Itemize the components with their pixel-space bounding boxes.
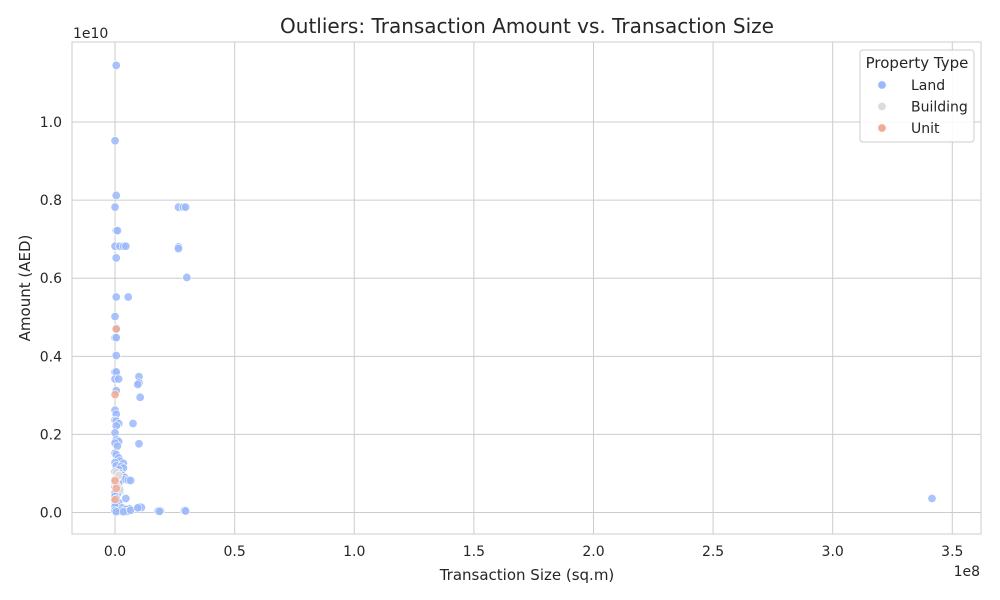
legend-label-building: Building (911, 100, 968, 116)
y-axis-ticks: 0.0 0.2 0.4 0.6 0.8 1.0 (40, 115, 62, 521)
legend-label-land: Land (911, 78, 945, 94)
legend-items: Land Building Unit (877, 78, 968, 137)
data-point-unit (110, 495, 120, 505)
x-axis-ticks: 0.0 0.5 1.0 1.5 2.0 2.5 3.0 3.5 (104, 544, 964, 560)
x-tick-label: 3.0 (822, 544, 844, 560)
plot-area (71, 41, 982, 535)
data-point-land (134, 439, 144, 449)
legend-title: Property Type (866, 54, 969, 72)
data-point-land (114, 374, 124, 384)
data-point-land (128, 418, 138, 428)
data-point-land (121, 493, 131, 503)
y-tick-label: 1.0 (40, 115, 62, 131)
y-tick-label: 0.6 (40, 271, 62, 287)
data-point-land (112, 226, 122, 236)
data-point-land (111, 292, 121, 302)
x-tick-label: 0.0 (104, 544, 126, 560)
x-tick-label: 2.0 (582, 544, 604, 560)
data-point-unit (110, 476, 120, 486)
data-point-land (181, 202, 191, 212)
legend: Property Type Land Building Unit (859, 49, 975, 143)
data-point-land (133, 379, 143, 389)
y-tick-label: 0.8 (40, 193, 62, 209)
legend-marker-land (877, 80, 887, 90)
chart-title: Outliers: Transaction Amount vs. Transac… (280, 14, 774, 38)
data-point-land (927, 493, 937, 503)
data-point-land (110, 136, 120, 146)
data-point-land (110, 202, 120, 212)
data-point-land (135, 392, 145, 402)
data-points (110, 60, 937, 517)
legend-marker-building (877, 102, 887, 112)
data-point-unit (110, 390, 120, 400)
y-tick-label: 0.4 (40, 349, 62, 365)
data-point-land (123, 292, 133, 302)
y-tick-label: 0.0 (40, 506, 62, 522)
x-tick-label: 0.5 (224, 544, 246, 560)
x-tick-label: 1.5 (463, 544, 485, 560)
y-axis-label: Amount (AED) (16, 235, 34, 342)
data-point-land (173, 244, 183, 254)
data-point-land (182, 272, 192, 282)
data-point-land (154, 506, 164, 516)
data-point-land (126, 476, 136, 486)
plot-frame (71, 41, 982, 535)
data-point-land (111, 253, 121, 263)
data-point-land (111, 190, 121, 200)
data-point-land (111, 60, 121, 70)
data-point-land (111, 351, 121, 361)
legend-box (859, 49, 975, 143)
data-point-land (111, 333, 121, 343)
y-tick-label: 0.2 (40, 427, 62, 443)
x-axis-multiplier: 1e8 (954, 564, 980, 580)
legend-label-unit: Unit (911, 121, 940, 137)
data-point-land (181, 506, 191, 516)
y-axis-multiplier: 1e10 (73, 26, 108, 42)
x-tick-label: 3.5 (941, 544, 963, 560)
data-point-unit (111, 483, 121, 493)
x-axis-label: Transaction Size (sq.m) (439, 566, 615, 584)
data-point-land (110, 312, 120, 322)
x-tick-label: 1.0 (343, 544, 365, 560)
data-point-land (121, 241, 131, 251)
legend-marker-unit (877, 123, 887, 133)
data-point-land (133, 503, 143, 513)
data-point-unit (111, 324, 121, 334)
x-tick-label: 2.5 (702, 544, 724, 560)
